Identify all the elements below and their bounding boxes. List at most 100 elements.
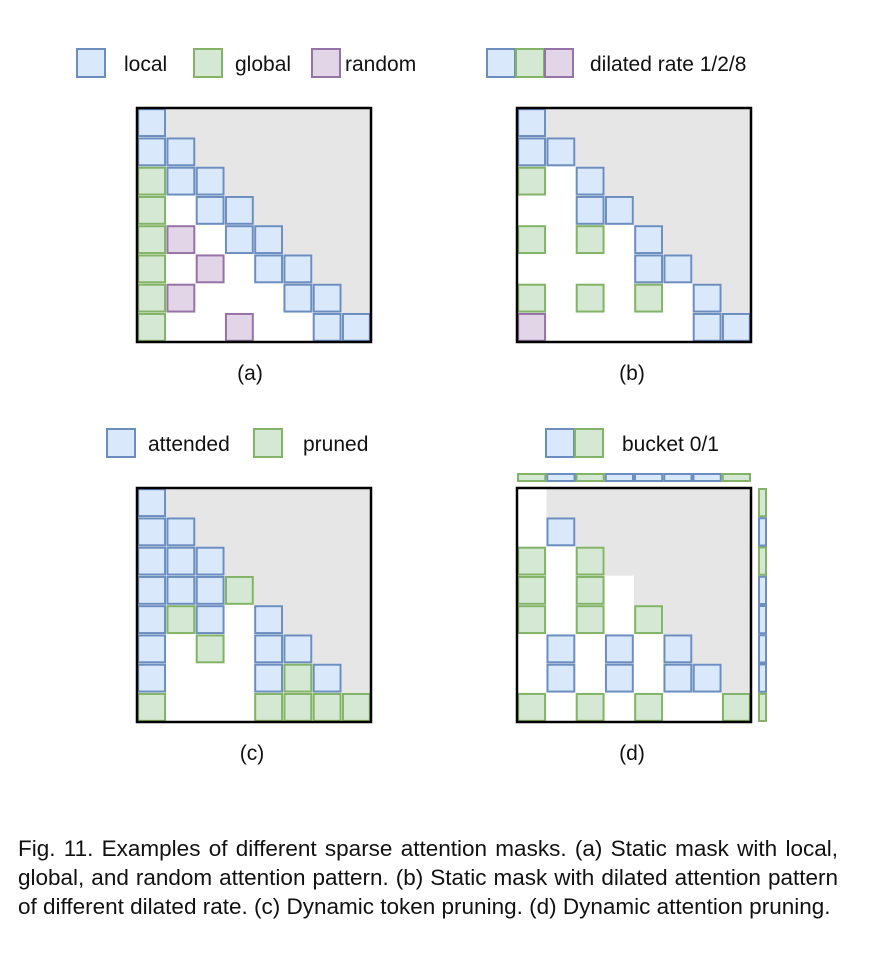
mask-cell-local bbox=[137, 546, 167, 576]
mask-cell-global bbox=[137, 225, 167, 255]
mask-cell-local bbox=[517, 137, 547, 167]
legend-label-dilated-rate: dilated rate 1/2/8 bbox=[590, 53, 746, 76]
panel-c-mask bbox=[135, 486, 373, 724]
mask-cell-global bbox=[254, 692, 284, 722]
pruned-gap bbox=[604, 575, 634, 605]
mask-cell-random bbox=[166, 283, 196, 313]
mask-cell-local bbox=[663, 634, 693, 664]
bucket-key-local bbox=[692, 473, 722, 482]
panel-a-mask bbox=[135, 106, 373, 344]
bucket-query-global bbox=[758, 488, 767, 518]
mask-cell-global bbox=[517, 225, 547, 255]
mask-cell-local bbox=[166, 517, 196, 547]
legend-swatch-attended bbox=[106, 428, 136, 458]
mask-cell-local bbox=[604, 634, 634, 664]
mask-cell-local bbox=[692, 312, 722, 342]
mask-cell-local bbox=[575, 166, 605, 196]
mask-cell-local bbox=[166, 546, 196, 576]
panel-label-d: (d) bbox=[619, 742, 645, 765]
mask-cell-local bbox=[224, 225, 254, 255]
legend-swatch-dilated-8 bbox=[544, 48, 574, 78]
legend-swatch-random bbox=[311, 48, 341, 78]
mask-cell-global bbox=[575, 605, 605, 635]
mask-cell-local bbox=[721, 312, 751, 342]
legend-swatch-local bbox=[76, 48, 106, 78]
legend-swatch-pruned bbox=[253, 428, 283, 458]
bucket-key-local bbox=[663, 473, 693, 482]
mask-cell-random bbox=[517, 312, 547, 342]
mask-cell-local bbox=[137, 108, 167, 138]
mask-cell-local bbox=[137, 605, 167, 635]
mask-cell-global bbox=[517, 605, 547, 635]
figure-caption: Fig. 11. Examples of different sparse at… bbox=[18, 836, 838, 919]
mask-frame bbox=[515, 106, 753, 344]
mask-cell-global bbox=[137, 254, 167, 284]
mask-cell-global bbox=[634, 692, 664, 722]
mask-cell-local bbox=[604, 195, 634, 225]
bucket-query-local bbox=[758, 605, 767, 635]
bucket-key-global bbox=[721, 473, 751, 482]
mask-cell-local bbox=[283, 254, 313, 284]
panel-d-mask bbox=[515, 473, 767, 724]
mask-cell-local bbox=[312, 663, 342, 693]
mask-frame bbox=[135, 106, 373, 344]
masked-region bbox=[546, 108, 751, 313]
pruned-gap bbox=[517, 488, 547, 518]
mask-cell-local bbox=[546, 634, 576, 664]
mask-cell-local bbox=[195, 195, 225, 225]
legend-a: local global random bbox=[76, 48, 416, 78]
mask-cell-local bbox=[312, 312, 342, 342]
mask-cell-local bbox=[137, 488, 167, 518]
legend-c: attended pruned bbox=[106, 428, 368, 458]
mask-cell-global bbox=[517, 283, 547, 313]
masked-region bbox=[166, 488, 371, 693]
mask-cell-global bbox=[517, 692, 547, 722]
mask-cell-local bbox=[546, 517, 576, 547]
masked-region bbox=[546, 488, 751, 693]
mask-cell-local bbox=[137, 517, 167, 547]
mask-cell-local bbox=[283, 634, 313, 664]
bucket-query-local bbox=[758, 575, 767, 605]
mask-cell-global bbox=[137, 312, 167, 342]
legend-swatch-bucket-0 bbox=[545, 428, 575, 458]
legend-label-bucket: bucket 0/1 bbox=[622, 433, 719, 456]
mask-cell-global bbox=[312, 692, 342, 722]
mask-cell-local bbox=[166, 137, 196, 167]
mask-cell-local bbox=[663, 254, 693, 284]
legend-d: bucket 0/1 bbox=[545, 428, 719, 458]
legend-swatch-dilated-2 bbox=[515, 48, 545, 78]
mask-cell-local bbox=[634, 254, 664, 284]
mask-cell-local bbox=[283, 283, 313, 313]
mask-cell-global bbox=[634, 283, 664, 313]
panel-label-b: (b) bbox=[619, 362, 645, 385]
mask-cell-local bbox=[254, 634, 284, 664]
mask-frame bbox=[135, 486, 373, 724]
legend-label-attended: attended bbox=[148, 433, 230, 456]
mask-cell-local bbox=[254, 254, 284, 284]
mask-cell-local bbox=[312, 283, 342, 313]
mask-cell-global bbox=[137, 283, 167, 313]
bucket-query-global bbox=[758, 692, 767, 722]
mask-cell-random bbox=[166, 225, 196, 255]
legend-label-pruned: pruned bbox=[303, 433, 368, 456]
mask-cell-local bbox=[195, 546, 225, 576]
mask-cell-global bbox=[517, 546, 547, 576]
mask-cell-local bbox=[254, 663, 284, 693]
mask-cell-global bbox=[575, 575, 605, 605]
mask-cell-global bbox=[137, 166, 167, 196]
bucket-query-local bbox=[758, 517, 767, 547]
legend-swatch-dilated-1 bbox=[486, 48, 516, 78]
mask-cell-global bbox=[517, 166, 547, 196]
panel-label-a: (a) bbox=[237, 362, 263, 385]
panel-label-c: (c) bbox=[240, 742, 265, 765]
legend-label-global: global bbox=[235, 53, 291, 76]
mask-cell-local bbox=[517, 108, 547, 138]
mask-cell-local bbox=[546, 137, 576, 167]
legend-swatch-bucket-1 bbox=[574, 428, 604, 458]
mask-cell-local bbox=[692, 663, 722, 693]
mask-cell-local bbox=[634, 225, 664, 255]
mask-cell-local bbox=[195, 575, 225, 605]
mask-cell-local bbox=[341, 312, 371, 342]
mask-cell-global bbox=[195, 634, 225, 664]
mask-cell-global bbox=[341, 692, 371, 722]
